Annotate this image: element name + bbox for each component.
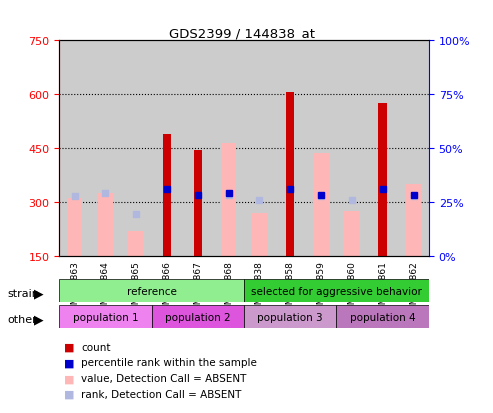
- Bar: [152, 41, 182, 256]
- Text: selected for aggressive behavior: selected for aggressive behavior: [251, 286, 422, 296]
- Text: population 4: population 4: [350, 312, 416, 322]
- Bar: [379, 104, 387, 256]
- Text: population 3: population 3: [257, 312, 323, 322]
- Bar: [367, 41, 398, 256]
- Bar: [121, 41, 152, 256]
- Bar: [213, 41, 244, 256]
- Bar: [275, 41, 306, 256]
- Text: strain: strain: [7, 288, 39, 298]
- Bar: [67, 199, 82, 256]
- Bar: [59, 306, 152, 328]
- Bar: [252, 213, 267, 256]
- Text: ▶: ▶: [34, 287, 43, 300]
- Text: ■: ■: [64, 342, 74, 352]
- Bar: [336, 306, 429, 328]
- Bar: [244, 41, 275, 256]
- Bar: [129, 231, 144, 256]
- Text: population 1: population 1: [72, 312, 138, 322]
- Bar: [314, 154, 329, 256]
- Bar: [221, 143, 236, 256]
- Bar: [406, 185, 421, 256]
- Text: value, Detection Call = ABSENT: value, Detection Call = ABSENT: [81, 373, 246, 383]
- Text: ■: ■: [64, 373, 74, 383]
- Bar: [306, 41, 336, 256]
- Bar: [90, 41, 121, 256]
- Text: population 2: population 2: [165, 312, 231, 322]
- Bar: [59, 280, 244, 302]
- Bar: [98, 193, 113, 256]
- Bar: [244, 280, 429, 302]
- Bar: [59, 41, 90, 256]
- Bar: [344, 211, 359, 256]
- Text: ■: ■: [64, 389, 74, 399]
- Text: GDS2399 / 144838_at: GDS2399 / 144838_at: [169, 27, 315, 40]
- Bar: [398, 41, 429, 256]
- Bar: [182, 41, 213, 256]
- Text: percentile rank within the sample: percentile rank within the sample: [81, 358, 257, 368]
- Text: rank, Detection Call = ABSENT: rank, Detection Call = ABSENT: [81, 389, 242, 399]
- Text: other: other: [7, 314, 37, 324]
- Text: reference: reference: [127, 286, 176, 296]
- Bar: [163, 134, 171, 256]
- Bar: [336, 41, 367, 256]
- Bar: [286, 93, 294, 256]
- Text: count: count: [81, 342, 111, 352]
- Text: ■: ■: [64, 358, 74, 368]
- Bar: [194, 150, 202, 256]
- Text: ▶: ▶: [34, 312, 43, 325]
- Bar: [244, 306, 336, 328]
- Bar: [152, 306, 244, 328]
